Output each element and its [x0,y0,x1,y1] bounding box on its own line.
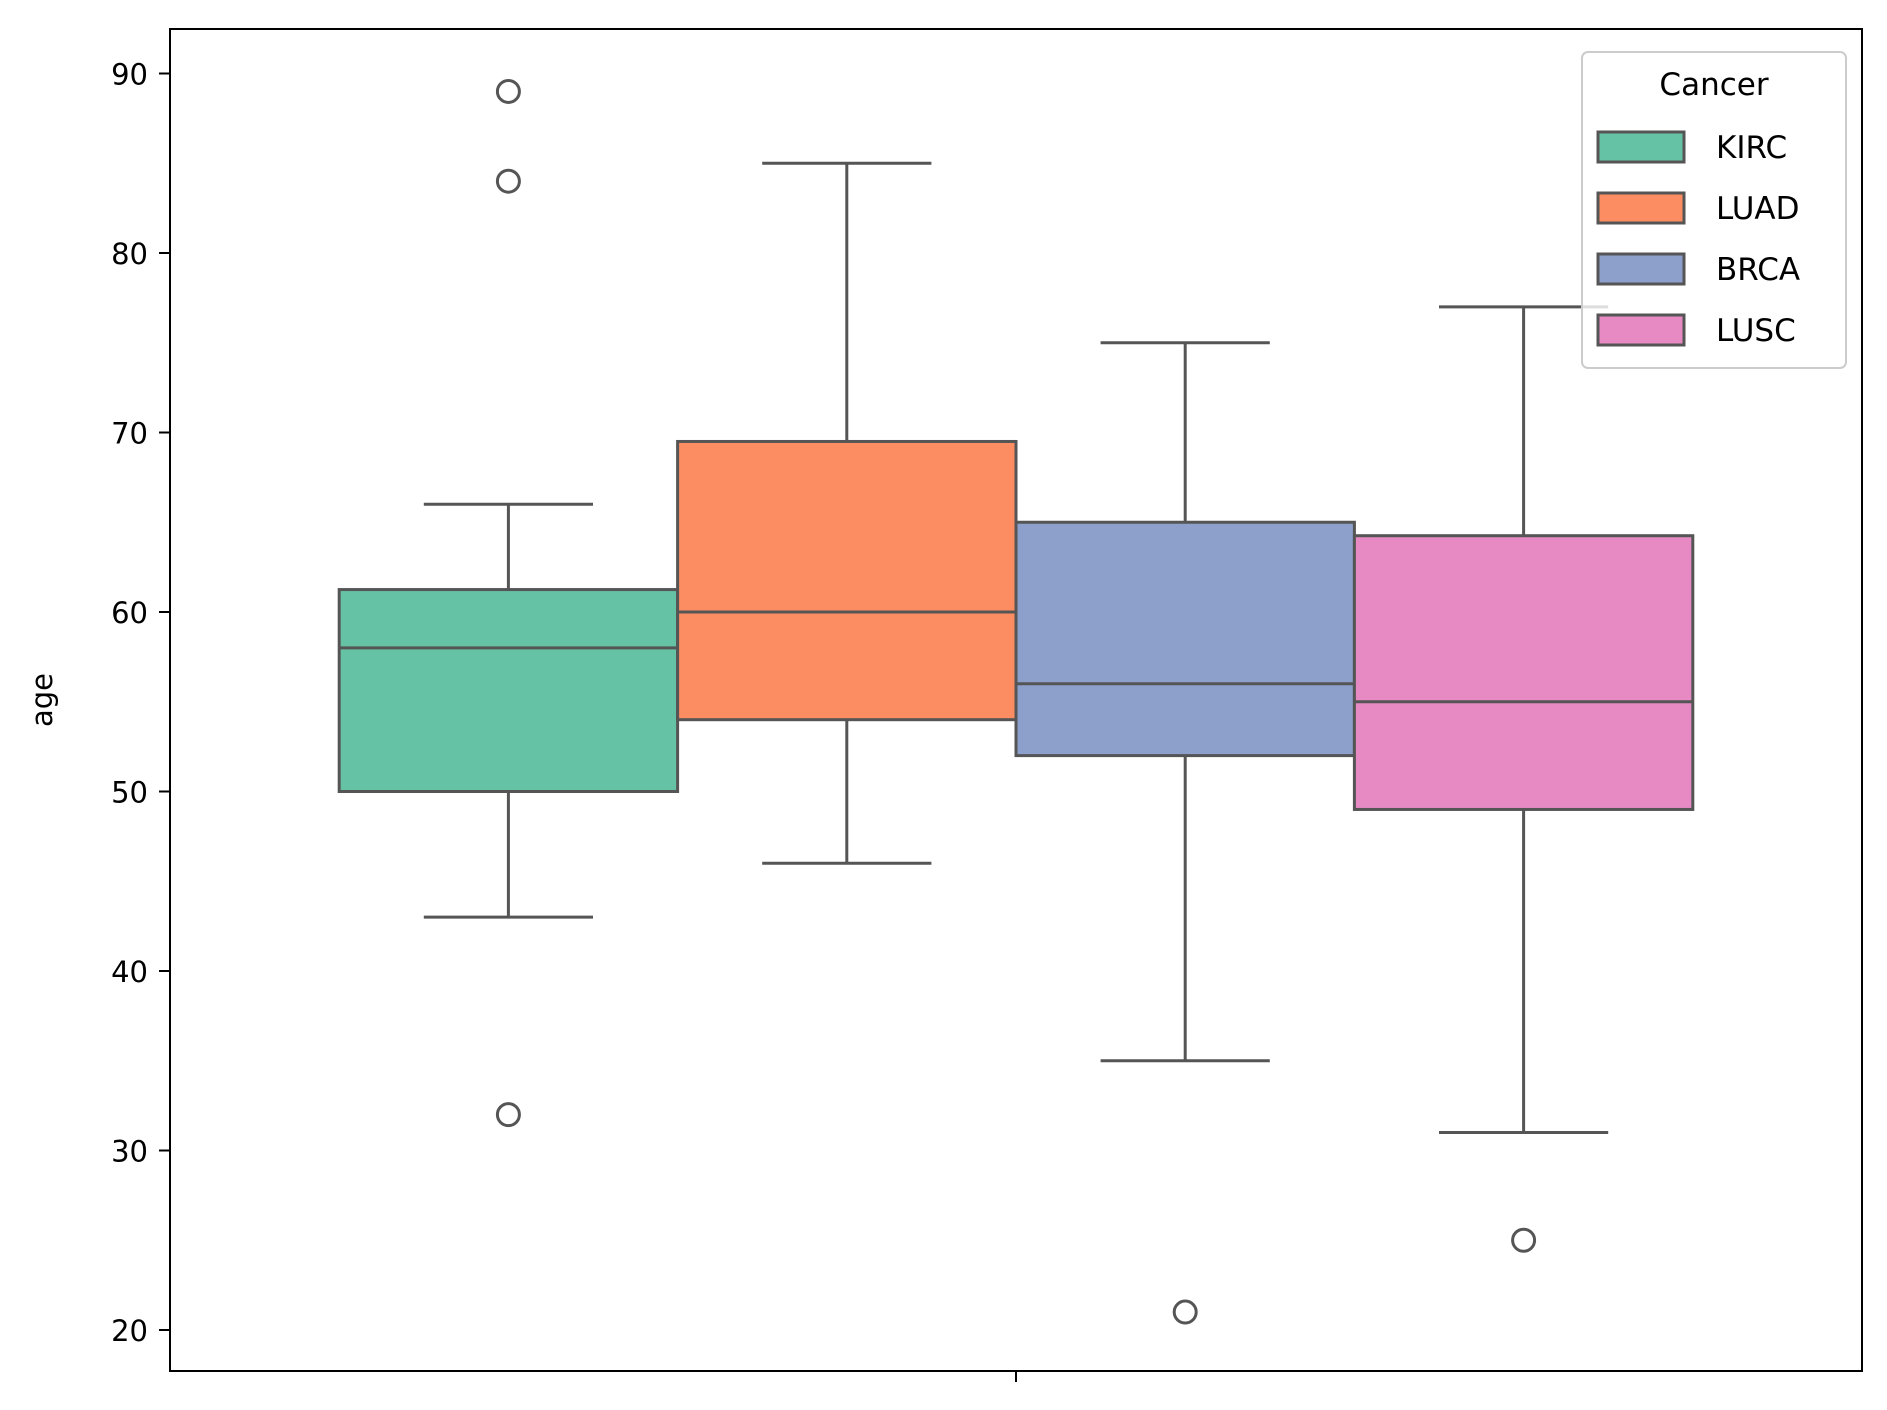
y-axis: 20 30 40 50 60 70 80 90 [111,58,170,1348]
outlier-point [495,1102,521,1128]
plot-area [337,78,1695,1325]
legend-swatch [1596,252,1686,286]
outlier-point [495,168,521,194]
legend-swatch [1596,313,1686,347]
outlier-point [1172,1299,1198,1325]
y-tick-label: 20 [111,1314,148,1348]
y-tick-label: 30 [111,1135,148,1169]
legend-entry-label: LUAD [1716,191,1800,227]
legend-swatch [1596,130,1686,164]
box-body [337,588,680,793]
box-body [676,439,1018,722]
outlier-point [1511,1227,1537,1253]
legend-title: Cancer [1659,67,1768,103]
legend-swatch [1596,191,1686,225]
outlier-point [495,78,521,104]
legend-entry-label: KIRC [1716,130,1787,166]
box-body [1014,520,1356,758]
box-luad [676,161,1018,865]
box-kirc [337,78,680,1128]
y-tick-label: 80 [111,237,148,271]
box-body [1352,534,1695,811]
box-lusc [1352,305,1695,1253]
y-tick-label: 60 [111,596,148,630]
y-axis-label: age [25,673,59,727]
legend-entry-label: LUSC [1716,313,1796,349]
y-tick-label: 40 [111,955,148,989]
y-tick-label: 70 [111,417,148,451]
box-brca [1014,341,1356,1325]
legend: Cancer KIRC LUAD BRCA LUSC [1581,51,1847,369]
y-tick-label: 90 [111,58,148,92]
legend-entry-label: BRCA [1716,252,1800,288]
y-tick-label: 50 [111,776,148,810]
